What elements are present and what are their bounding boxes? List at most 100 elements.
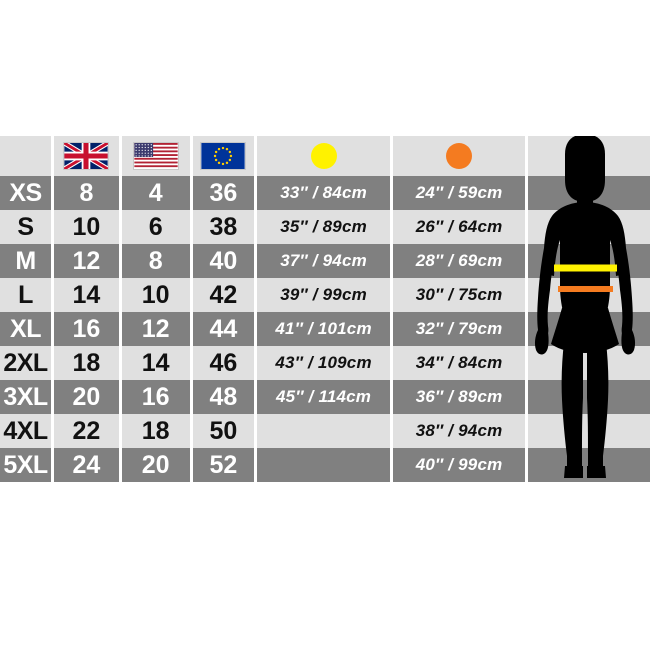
cell-us: 12 xyxy=(121,312,190,346)
cell-bust xyxy=(257,414,390,448)
header-cell-figure xyxy=(528,136,650,176)
cell-size: XL xyxy=(0,312,52,346)
cell-size-text: 2XL xyxy=(3,348,48,377)
cell-eu: 50 xyxy=(192,414,255,448)
cell-eu-text: 46 xyxy=(209,348,238,377)
cell-uk: 16 xyxy=(54,312,119,346)
cell-uk-text: 22 xyxy=(72,416,101,445)
cell-size-text: 5XL xyxy=(3,450,48,479)
table-row: 2XL 18 14 46 43″ / 109cm 34″ / 84cm xyxy=(0,346,650,380)
cell-figure xyxy=(528,312,650,346)
cell-uk-text: 8 xyxy=(79,178,94,207)
cell-figure xyxy=(528,244,650,278)
cell-bust-text: 39″ / 99cm xyxy=(280,285,367,304)
cell-waist-text: 26″ / 64cm xyxy=(415,217,503,236)
cell-figure xyxy=(528,176,650,210)
size-chart-table: XS 8 4 36 33″ / 84cm 24″ / 59cm S 10 6 38 35″ / 89… xyxy=(0,136,650,484)
cell-uk-text: 18 xyxy=(72,348,101,377)
cell-figure xyxy=(528,346,650,380)
cell-eu-text: 48 xyxy=(209,382,238,411)
cell-uk: 20 xyxy=(54,380,119,414)
cell-figure xyxy=(528,278,650,312)
cell-waist-text: 38″ / 94cm xyxy=(415,421,503,440)
cell-us: 6 xyxy=(121,210,190,244)
cell-bust-text: 45″ / 114cm xyxy=(276,387,372,406)
cell-waist: 32″ / 79cm xyxy=(392,312,526,346)
cell-eu: 38 xyxy=(192,210,255,244)
cell-eu-text: 36 xyxy=(209,178,238,207)
cell-us: 8 xyxy=(121,244,190,278)
table-row: L 14 10 42 39″ / 99cm 30″ / 75cm xyxy=(0,278,650,312)
table-row: 4XL 22 18 50 38″ / 94cm xyxy=(0,414,650,448)
cell-us: 4 xyxy=(121,176,190,210)
cell-waist: 24″ / 59cm xyxy=(392,176,526,210)
uk-flag-icon xyxy=(63,142,110,170)
us-flag-icon xyxy=(132,142,179,170)
cell-bust-text: 37″ / 94cm xyxy=(280,251,367,270)
cell-us: 14 xyxy=(121,346,190,380)
cell-size-text: 3XL xyxy=(3,382,48,411)
cell-us-text: 8 xyxy=(148,246,163,275)
cell-eu: 52 xyxy=(192,448,255,482)
cell-uk-text: 20 xyxy=(72,382,101,411)
cell-us-text: 12 xyxy=(141,314,170,343)
cell-uk: 18 xyxy=(54,346,119,380)
eu-flag-icon xyxy=(200,142,247,170)
cell-bust: 35″ / 89cm xyxy=(257,210,390,244)
cell-size-text: M xyxy=(15,246,36,275)
cell-bust: 41″ / 101cm xyxy=(257,312,390,346)
cell-size: 5XL xyxy=(0,448,52,482)
cell-uk-text: 24 xyxy=(72,450,101,479)
cell-waist: 28″ / 69cm xyxy=(392,244,526,278)
cell-us-text: 16 xyxy=(141,382,170,411)
cell-eu: 44 xyxy=(192,312,255,346)
cell-size: XS xyxy=(0,176,52,210)
cell-bust: 37″ / 94cm xyxy=(257,244,390,278)
cell-waist: 38″ / 94cm xyxy=(392,414,526,448)
cell-size: 3XL xyxy=(0,380,52,414)
cell-uk: 22 xyxy=(54,414,119,448)
header-cell-uk xyxy=(54,136,119,176)
yellow-circle-icon xyxy=(310,143,337,169)
cell-waist-text: 30″ / 75cm xyxy=(415,285,503,304)
cell-size-text: XS xyxy=(9,178,42,207)
cell-us-text: 4 xyxy=(148,178,163,207)
cell-us-text: 18 xyxy=(141,416,170,445)
cell-bust-text: 35″ / 89cm xyxy=(280,217,367,236)
cell-waist: 40″ / 99cm xyxy=(392,448,526,482)
cell-bust: 39″ / 99cm xyxy=(257,278,390,312)
cell-size: L xyxy=(0,278,52,312)
cell-eu-text: 42 xyxy=(209,280,238,309)
cell-waist-text: 34″ / 84cm xyxy=(415,353,503,372)
cell-eu: 36 xyxy=(192,176,255,210)
table-header-row xyxy=(0,136,650,176)
cell-eu-text: 40 xyxy=(209,246,238,275)
cell-us-text: 20 xyxy=(141,450,170,479)
table-row: 5XL 24 20 52 40″ / 99cm xyxy=(0,448,650,482)
cell-size-text: XL xyxy=(10,314,41,343)
cell-us: 18 xyxy=(121,414,190,448)
cell-bust-text: 33″ / 84cm xyxy=(280,183,367,202)
cell-waist: 36″ / 89cm xyxy=(392,380,526,414)
cell-uk-text: 10 xyxy=(72,212,101,241)
cell-size-text: S xyxy=(17,212,34,241)
header-cell-eu xyxy=(192,136,255,176)
table-row: XL 16 12 44 41″ / 101cm 32″ / 79cm xyxy=(0,312,650,346)
cell-uk: 14 xyxy=(54,278,119,312)
cell-us: 20 xyxy=(121,448,190,482)
table-row: S 10 6 38 35″ / 89cm 26″ / 64cm xyxy=(0,210,650,244)
cell-figure xyxy=(528,210,650,244)
cell-waist-text: 40″ / 99cm xyxy=(415,455,503,474)
header-cell-bust xyxy=(257,136,390,176)
cell-eu: 40 xyxy=(192,244,255,278)
cell-uk: 24 xyxy=(54,448,119,482)
cell-bust-text: 41″ / 101cm xyxy=(275,319,372,338)
cell-bust-text: 43″ / 109cm xyxy=(275,353,372,372)
cell-eu-text: 50 xyxy=(209,416,238,445)
header-cell-size xyxy=(0,136,52,176)
cell-uk: 12 xyxy=(54,244,119,278)
table-row: 3XL 20 16 48 45″ / 114cm 36″ / 89cm xyxy=(0,380,650,414)
cell-bust: 43″ / 109cm xyxy=(257,346,390,380)
cell-waist: 26″ / 64cm xyxy=(392,210,526,244)
cell-bust: 45″ / 114cm xyxy=(257,380,390,414)
